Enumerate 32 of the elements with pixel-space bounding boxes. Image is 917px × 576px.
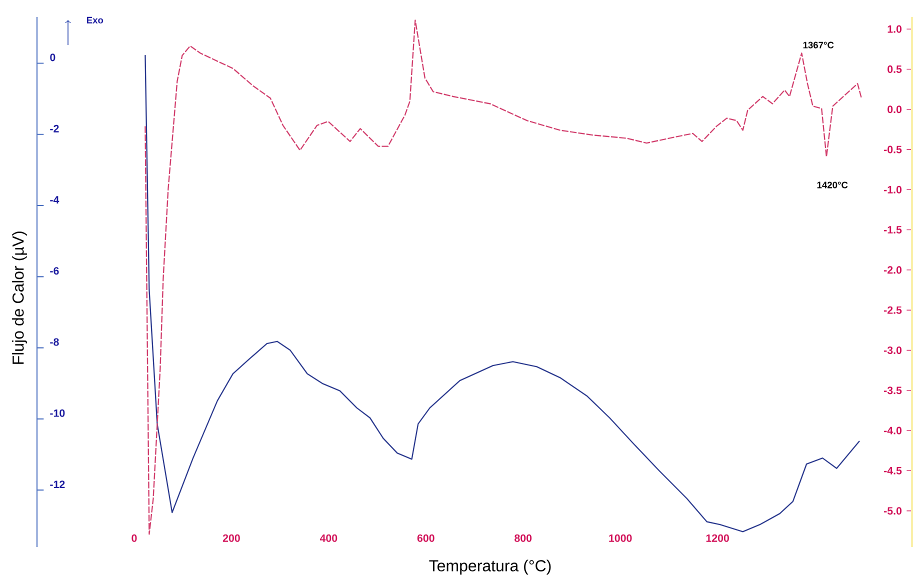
y2-tick-label: 0.0 — [888, 106, 902, 114]
x-tick-label: 800 — [514, 534, 532, 542]
annotation: 1367°C — [803, 42, 834, 48]
y-tick-label: -4 — [50, 196, 60, 204]
y-tick-label: 0 — [50, 54, 56, 62]
x-tick-label: 1000 — [609, 534, 632, 542]
annotation: 1420°C — [817, 182, 848, 188]
x-tick-label: 0 — [132, 534, 137, 542]
y2-tick-label: 0.5 — [888, 65, 902, 73]
y2-tick-label: 1.0 — [888, 25, 902, 33]
x-tick-label: 200 — [222, 534, 240, 542]
y2-tick-label: -5.0 — [884, 507, 902, 515]
annotation: Exo — [86, 16, 104, 24]
y2-tick-label: -4.0 — [884, 426, 902, 434]
y-tick-label: -2 — [50, 124, 59, 132]
y2-tick-label: -1.5 — [884, 226, 902, 234]
y-tick-label: -12 — [50, 480, 65, 488]
x-axis-title: Temperatura (°C) — [429, 560, 551, 575]
x-tick-label: 400 — [320, 534, 338, 542]
y-tick-label: -10 — [50, 409, 65, 417]
y2-tick-label: -2.5 — [884, 306, 902, 314]
y2-tick-label: -3.0 — [884, 346, 902, 354]
y2-tick-label: -0.5 — [884, 146, 902, 154]
y-axis-title: Flujo de Calor (µV) — [12, 232, 27, 364]
y-tick-label: -8 — [50, 338, 59, 346]
x-tick-label: 1200 — [706, 534, 729, 542]
y2-tick-label: -1.0 — [884, 186, 902, 194]
y-tick-label: -6 — [50, 267, 59, 275]
y2-tick-label: -4.5 — [884, 466, 902, 474]
x-tick-label: 600 — [417, 534, 434, 542]
y2-tick-label: -3.5 — [884, 386, 902, 394]
y2-tick-label: -2.0 — [884, 266, 902, 274]
